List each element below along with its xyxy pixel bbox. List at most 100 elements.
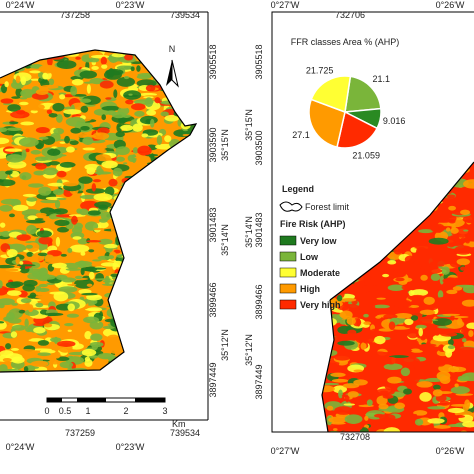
- terrain-patch: [362, 285, 379, 292]
- terrain-patch: [59, 141, 66, 144]
- terrain-patch: [395, 211, 404, 216]
- terrain-patch: [42, 72, 49, 80]
- terrain-patch: [24, 309, 39, 316]
- terrain-patch: [129, 274, 140, 284]
- terrain-patch: [178, 191, 195, 198]
- pie-title: FFR classes Area % (AHP): [291, 37, 400, 47]
- terrain-patch: [86, 167, 96, 175]
- terrain-patch: [322, 162, 325, 171]
- terrain-patch: [413, 187, 418, 197]
- terrain-patch: [101, 105, 121, 111]
- terrain-patch: [177, 226, 187, 234]
- terrain-patch: [33, 170, 46, 176]
- terrain-patch: [347, 226, 355, 231]
- terrain-patch: [324, 169, 334, 173]
- terrain-patch: [71, 226, 83, 235]
- terrain-patch: [370, 212, 379, 218]
- terrain-patch: [160, 358, 167, 367]
- terrain-patch: [365, 225, 382, 230]
- terrain-patch: [187, 242, 196, 250]
- terrain-patch: [38, 267, 48, 277]
- terrain-patch: [180, 344, 196, 355]
- terrain-patch: [84, 356, 91, 362]
- terrain-patch: [328, 416, 348, 424]
- terrain-patch: [155, 74, 163, 80]
- terrain-patch: [160, 314, 171, 320]
- terrain-patch: [347, 195, 355, 199]
- terrain-patch: [421, 162, 440, 163]
- terrain-patch: [366, 203, 379, 212]
- terrain-patch: [116, 76, 135, 87]
- terrain-patch: [323, 343, 337, 348]
- coord-label: 732708: [340, 432, 370, 442]
- terrain-patch: [157, 252, 172, 261]
- terrain-patch: [408, 307, 414, 313]
- terrain-patch: [40, 50, 47, 53]
- terrain-patch: [409, 294, 427, 302]
- terrain-patch: [134, 156, 154, 159]
- terrain-patch: [20, 298, 32, 304]
- terrain-patch: [134, 341, 150, 351]
- terrain-patch: [141, 53, 160, 61]
- terrain-patch: [115, 310, 136, 317]
- terrain-patch: [148, 245, 165, 253]
- terrain-patch: [100, 56, 107, 65]
- terrain-patch: [81, 266, 98, 272]
- terrain-patch: [402, 188, 417, 199]
- terrain-patch: [177, 61, 190, 71]
- terrain-patch: [151, 171, 169, 179]
- terrain-patch: [91, 299, 98, 305]
- terrain-patch: [48, 78, 55, 86]
- terrain-patch: [153, 298, 160, 305]
- terrain-patch: [125, 192, 132, 202]
- terrain-patch: [373, 162, 386, 165]
- terrain-patch: [138, 325, 148, 335]
- terrain-patch: [457, 349, 463, 353]
- terrain-patch: [16, 332, 33, 341]
- terrain-patch: [163, 267, 174, 277]
- terrain-patch: [157, 262, 171, 268]
- terrain-patch: [152, 58, 169, 67]
- terrain-patch: [29, 292, 37, 299]
- terrain-patch: [192, 305, 196, 310]
- terrain-patch: [375, 162, 388, 169]
- terrain-patch: [140, 266, 148, 275]
- terrain-patch: [149, 234, 157, 243]
- terrain-patch: [164, 291, 180, 298]
- legend-title: Legend: [282, 184, 314, 194]
- terrain-patch: [353, 379, 368, 386]
- terrain-patch: [94, 278, 112, 281]
- terrain-patch: [355, 168, 371, 178]
- terrain-patch: [170, 203, 176, 213]
- terrain-patch: [456, 162, 470, 168]
- terrain-patch: [178, 263, 188, 273]
- terrain-patch: [358, 181, 367, 189]
- terrain-patch: [20, 88, 36, 98]
- legend-label: High: [300, 284, 320, 294]
- terrain-patch: [88, 376, 104, 379]
- terrain-patch: [174, 352, 193, 361]
- terrain-patch: [434, 327, 441, 336]
- terrain-patch: [373, 230, 391, 238]
- terrain-patch: [177, 284, 191, 288]
- terrain-patch: [196, 107, 210, 112]
- coord-label: 3897449: [208, 362, 218, 397]
- terrain-patch: [173, 177, 187, 182]
- terrain-patch: [135, 301, 148, 312]
- terrain-patch: [433, 168, 443, 178]
- terrain-patch: [0, 298, 15, 306]
- terrain-patch: [155, 259, 171, 264]
- terrain-patch: [178, 331, 186, 341]
- terrain-patch: [359, 208, 379, 215]
- terrain-patch: [38, 283, 48, 288]
- terrain-patch: [187, 143, 196, 149]
- terrain-patch: [334, 406, 353, 415]
- terrain-patch: [132, 347, 152, 354]
- terrain-patch: [387, 197, 407, 204]
- terrain-patch: [19, 172, 32, 181]
- terrain-patch: [54, 199, 61, 209]
- terrain-patch: [106, 43, 120, 49]
- terrain-patch: [72, 93, 87, 97]
- terrain-patch: [31, 44, 39, 49]
- terrain-patch: [191, 166, 196, 170]
